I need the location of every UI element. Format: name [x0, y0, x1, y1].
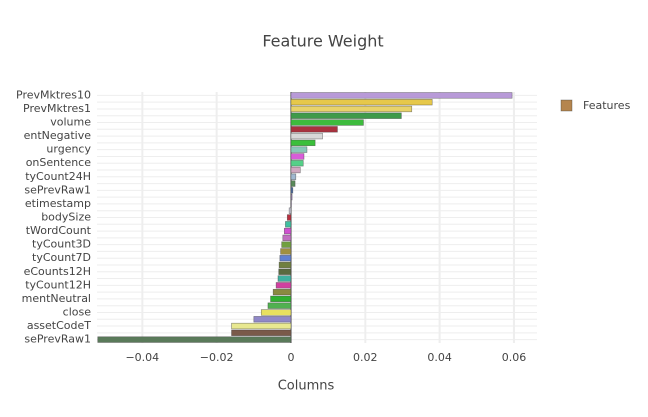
y-tick-label: PrevMktres1 [23, 102, 91, 115]
y-tick-label: assetCodeT [27, 319, 91, 332]
x-tick-label: −0.04 [125, 351, 159, 364]
y-tick-label: volume [50, 116, 91, 129]
y-tick-label: urgency [46, 143, 91, 156]
y-tick-label: tyCount12H [25, 278, 91, 291]
bar [285, 221, 292, 228]
y-tick-label: sePrevRaw1 [24, 183, 91, 196]
y-tick-label: onSentence [26, 156, 92, 169]
bar [272, 288, 292, 296]
chart-title: Feature Weight [262, 32, 383, 51]
bar [97, 336, 292, 343]
bar [290, 126, 338, 133]
bar [267, 302, 292, 309]
bar [283, 227, 292, 235]
bar [290, 105, 413, 113]
x-tick-label: 0.02 [353, 351, 378, 364]
bar [288, 207, 292, 214]
y-tick-label: tyCount7D [32, 251, 91, 264]
bar [290, 193, 293, 201]
bar [270, 295, 292, 303]
y-tick-label: tyCount24H [25, 170, 91, 183]
bar [280, 248, 292, 255]
bar [279, 255, 292, 262]
y-tick-label: close [63, 305, 92, 318]
legend-label: Features [583, 99, 631, 112]
legend-swatch [560, 99, 573, 112]
bar [286, 214, 292, 221]
y-tick-label: bodySize [41, 211, 91, 224]
bar [253, 316, 292, 323]
bar [290, 180, 296, 187]
bar [260, 309, 292, 316]
x-axis-title: Columns [278, 379, 335, 394]
bar [290, 92, 513, 99]
bar [290, 119, 364, 126]
bar [290, 99, 433, 106]
bar [290, 139, 316, 147]
bar [290, 146, 308, 153]
bar [281, 241, 292, 248]
bar [231, 322, 292, 330]
y-tick-label: etimestamp [25, 197, 91, 210]
bar [290, 132, 323, 140]
y-tick-label: tyCount3D [32, 238, 91, 251]
bar [231, 329, 292, 336]
x-tick-label: 0.06 [502, 351, 527, 364]
bar [277, 275, 292, 282]
bar [290, 187, 294, 194]
bar [278, 268, 292, 275]
bar [282, 234, 292, 242]
y-tick-label: eCounts12H [24, 265, 91, 278]
bar [290, 166, 301, 174]
bar [290, 153, 305, 160]
y-tick-label: mentNeutral [22, 292, 91, 305]
bar [290, 112, 402, 119]
y-tick-label: PrevMktres10 [16, 88, 91, 101]
y-tick-label: entNegative [24, 129, 92, 142]
y-tick-label: tWordCount [26, 224, 92, 237]
y-tick-label: sePrevRaw1 [24, 333, 91, 346]
bar [278, 261, 292, 269]
bar [290, 160, 304, 167]
x-tick-label: 0.04 [427, 351, 452, 364]
x-tick-label: −0.02 [200, 351, 234, 364]
bar [275, 282, 292, 289]
bar [290, 173, 297, 180]
x-tick-label: 0 [287, 351, 294, 364]
